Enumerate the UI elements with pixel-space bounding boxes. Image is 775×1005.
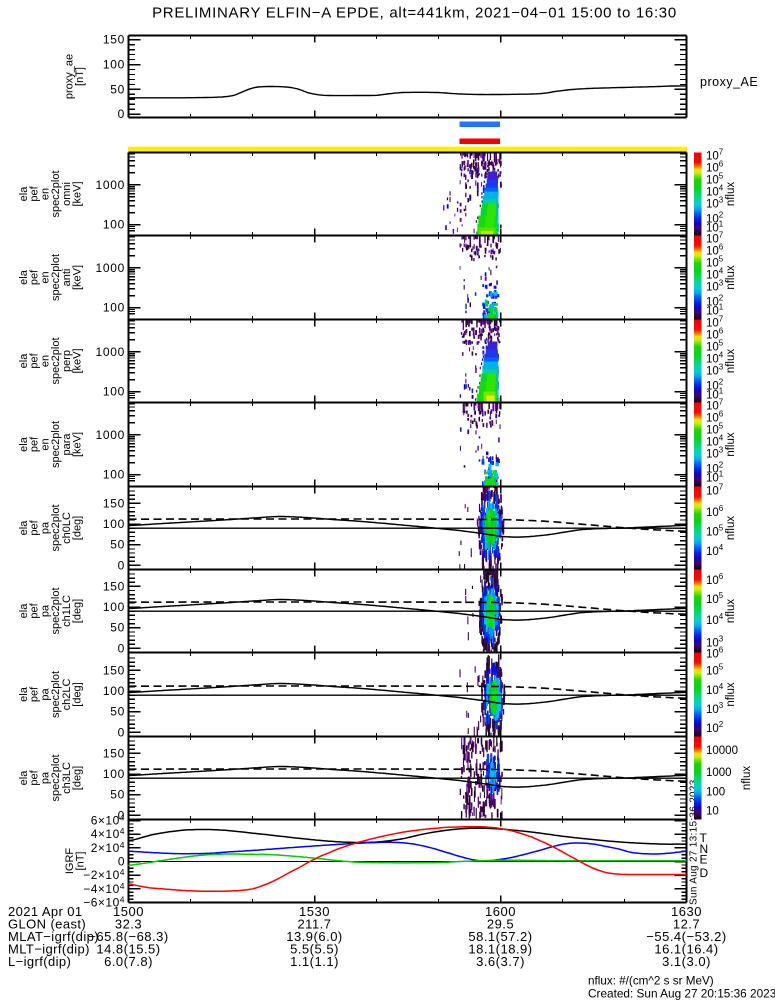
svg-text:nflux: nflux	[725, 516, 737, 541]
svg-text:1000: 1000	[706, 767, 732, 779]
svg-text:0: 0	[118, 725, 125, 739]
svg-text:1.1(1.1): 1.1(1.1)	[290, 954, 339, 969]
svg-text:−2×104: −2×104	[83, 867, 125, 882]
svg-text:1000: 1000	[96, 428, 126, 442]
svg-text:1000: 1000	[96, 261, 126, 275]
svg-text:[nT]: [nT]	[74, 67, 86, 86]
svg-text:nflux: nflux	[725, 432, 737, 457]
svg-text:nflux: nflux	[725, 182, 737, 207]
svg-text:100: 100	[103, 385, 125, 399]
svg-text:50: 50	[110, 82, 125, 96]
svg-text:100: 100	[103, 468, 125, 482]
svg-text:50: 50	[110, 788, 125, 802]
svg-text:0: 0	[118, 641, 125, 655]
svg-text:100: 100	[103, 767, 125, 781]
svg-text:nflux: nflux	[725, 265, 737, 290]
svg-text:150: 150	[103, 663, 125, 677]
svg-text:150: 150	[103, 746, 125, 760]
svg-text:PRELIMINARY ELFIN−A EPDE, alt=: PRELIMINARY ELFIN−A EPDE, alt=441km, 202…	[152, 5, 677, 22]
svg-text:100: 100	[103, 600, 125, 614]
svg-text:[keV]: [keV]	[72, 181, 84, 206]
svg-text:100: 100	[103, 517, 125, 531]
svg-text:nflux: nflux	[725, 682, 737, 707]
svg-text:nflux: nflux	[725, 599, 737, 624]
svg-text:100: 100	[103, 684, 125, 698]
svg-text:0: 0	[118, 558, 125, 572]
svg-text:3.6(3.7): 3.6(3.7)	[476, 954, 525, 969]
svg-text:50: 50	[110, 705, 125, 719]
svg-text:E: E	[700, 853, 708, 867]
svg-text:[keV]: [keV]	[72, 348, 84, 373]
svg-text:L−igrf(dip): L−igrf(dip)	[8, 954, 71, 969]
svg-text:[deg]: [deg]	[72, 766, 84, 790]
svg-text:10000: 10000	[706, 745, 738, 757]
svg-text:[nT]: [nT]	[75, 852, 87, 871]
svg-text:150: 150	[103, 579, 125, 593]
svg-text:[keV]: [keV]	[72, 432, 84, 457]
svg-text:−4×104: −4×104	[83, 881, 125, 896]
svg-text:100: 100	[706, 787, 725, 799]
svg-text:nflux: nflux	[725, 349, 737, 374]
svg-text:50: 50	[110, 538, 125, 552]
svg-text:50: 50	[110, 621, 125, 635]
svg-text:150: 150	[103, 496, 125, 510]
svg-text:nflux: nflux	[741, 766, 753, 791]
svg-text:100: 100	[103, 58, 125, 72]
svg-text:proxy_AE: proxy_AE	[700, 75, 758, 89]
svg-text:10: 10	[706, 806, 719, 818]
svg-text:3.1(3.0): 3.1(3.0)	[662, 954, 711, 969]
svg-text:6.0(7.8): 6.0(7.8)	[104, 954, 153, 969]
svg-text:[deg]: [deg]	[72, 516, 84, 540]
svg-text:1000: 1000	[96, 178, 126, 192]
svg-text:[deg]: [deg]	[72, 682, 84, 706]
svg-text:100: 100	[103, 218, 125, 232]
svg-text:Created: Sun Aug 27 20:15:36 2: Created: Sun Aug 27 20:15:36 2023	[588, 987, 775, 1001]
svg-text:100: 100	[103, 301, 125, 315]
svg-text:D: D	[700, 866, 709, 880]
svg-text:0: 0	[118, 107, 125, 121]
svg-text:150: 150	[103, 33, 125, 47]
svg-text:1000: 1000	[96, 345, 126, 359]
svg-text:[deg]: [deg]	[72, 599, 84, 623]
svg-text:[keV]: [keV]	[72, 265, 84, 290]
